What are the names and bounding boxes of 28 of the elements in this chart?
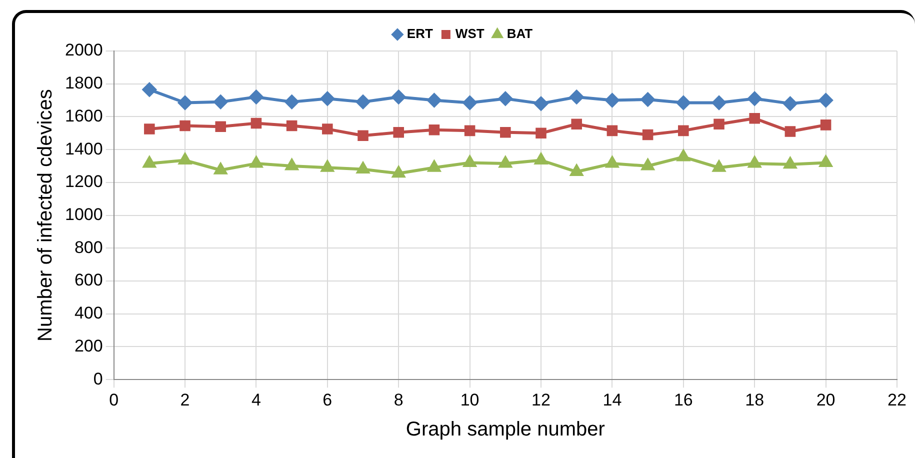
y-axis-title: Number of infected cdevices — [34, 89, 57, 342]
y-tick-label: 800 — [74, 238, 103, 257]
y-tick-label: 200 — [74, 336, 103, 356]
y-tick-label: 1600 — [64, 106, 103, 126]
y-tick-label: 1400 — [64, 139, 103, 158]
x-tick-label: 10 — [460, 390, 480, 410]
x-tick-label: 20 — [816, 390, 836, 410]
y-tick-label: 600 — [74, 270, 103, 290]
x-tick-label: 18 — [745, 390, 764, 410]
x-tick-label: 12 — [532, 390, 550, 410]
legend-label: ERT — [406, 26, 433, 42]
x-tick-label: 2 — [180, 390, 190, 410]
y-tick-label: 400 — [74, 304, 103, 323]
x-tick-label: 6 — [322, 390, 332, 410]
y-tick-label: 1000 — [64, 204, 103, 224]
y-tick-label: 0 — [93, 369, 103, 388]
x-tick-label: 4 — [251, 390, 261, 410]
x-tick-label: 0 — [109, 390, 119, 410]
legend-label: WST — [455, 26, 484, 42]
x-tick-label: 8 — [394, 390, 404, 410]
legend-label: BAT — [506, 26, 533, 42]
x-tick-label: 16 — [674, 390, 693, 410]
x-tick-label: 14 — [602, 390, 622, 410]
y-tick-label: 1200 — [64, 172, 103, 192]
x-tick-label: 22 — [888, 390, 906, 410]
y-tick-label: 2000 — [64, 40, 103, 60]
y-tick-label: 1800 — [64, 74, 103, 93]
x-axis-title: Graph sample number — [406, 418, 606, 441]
